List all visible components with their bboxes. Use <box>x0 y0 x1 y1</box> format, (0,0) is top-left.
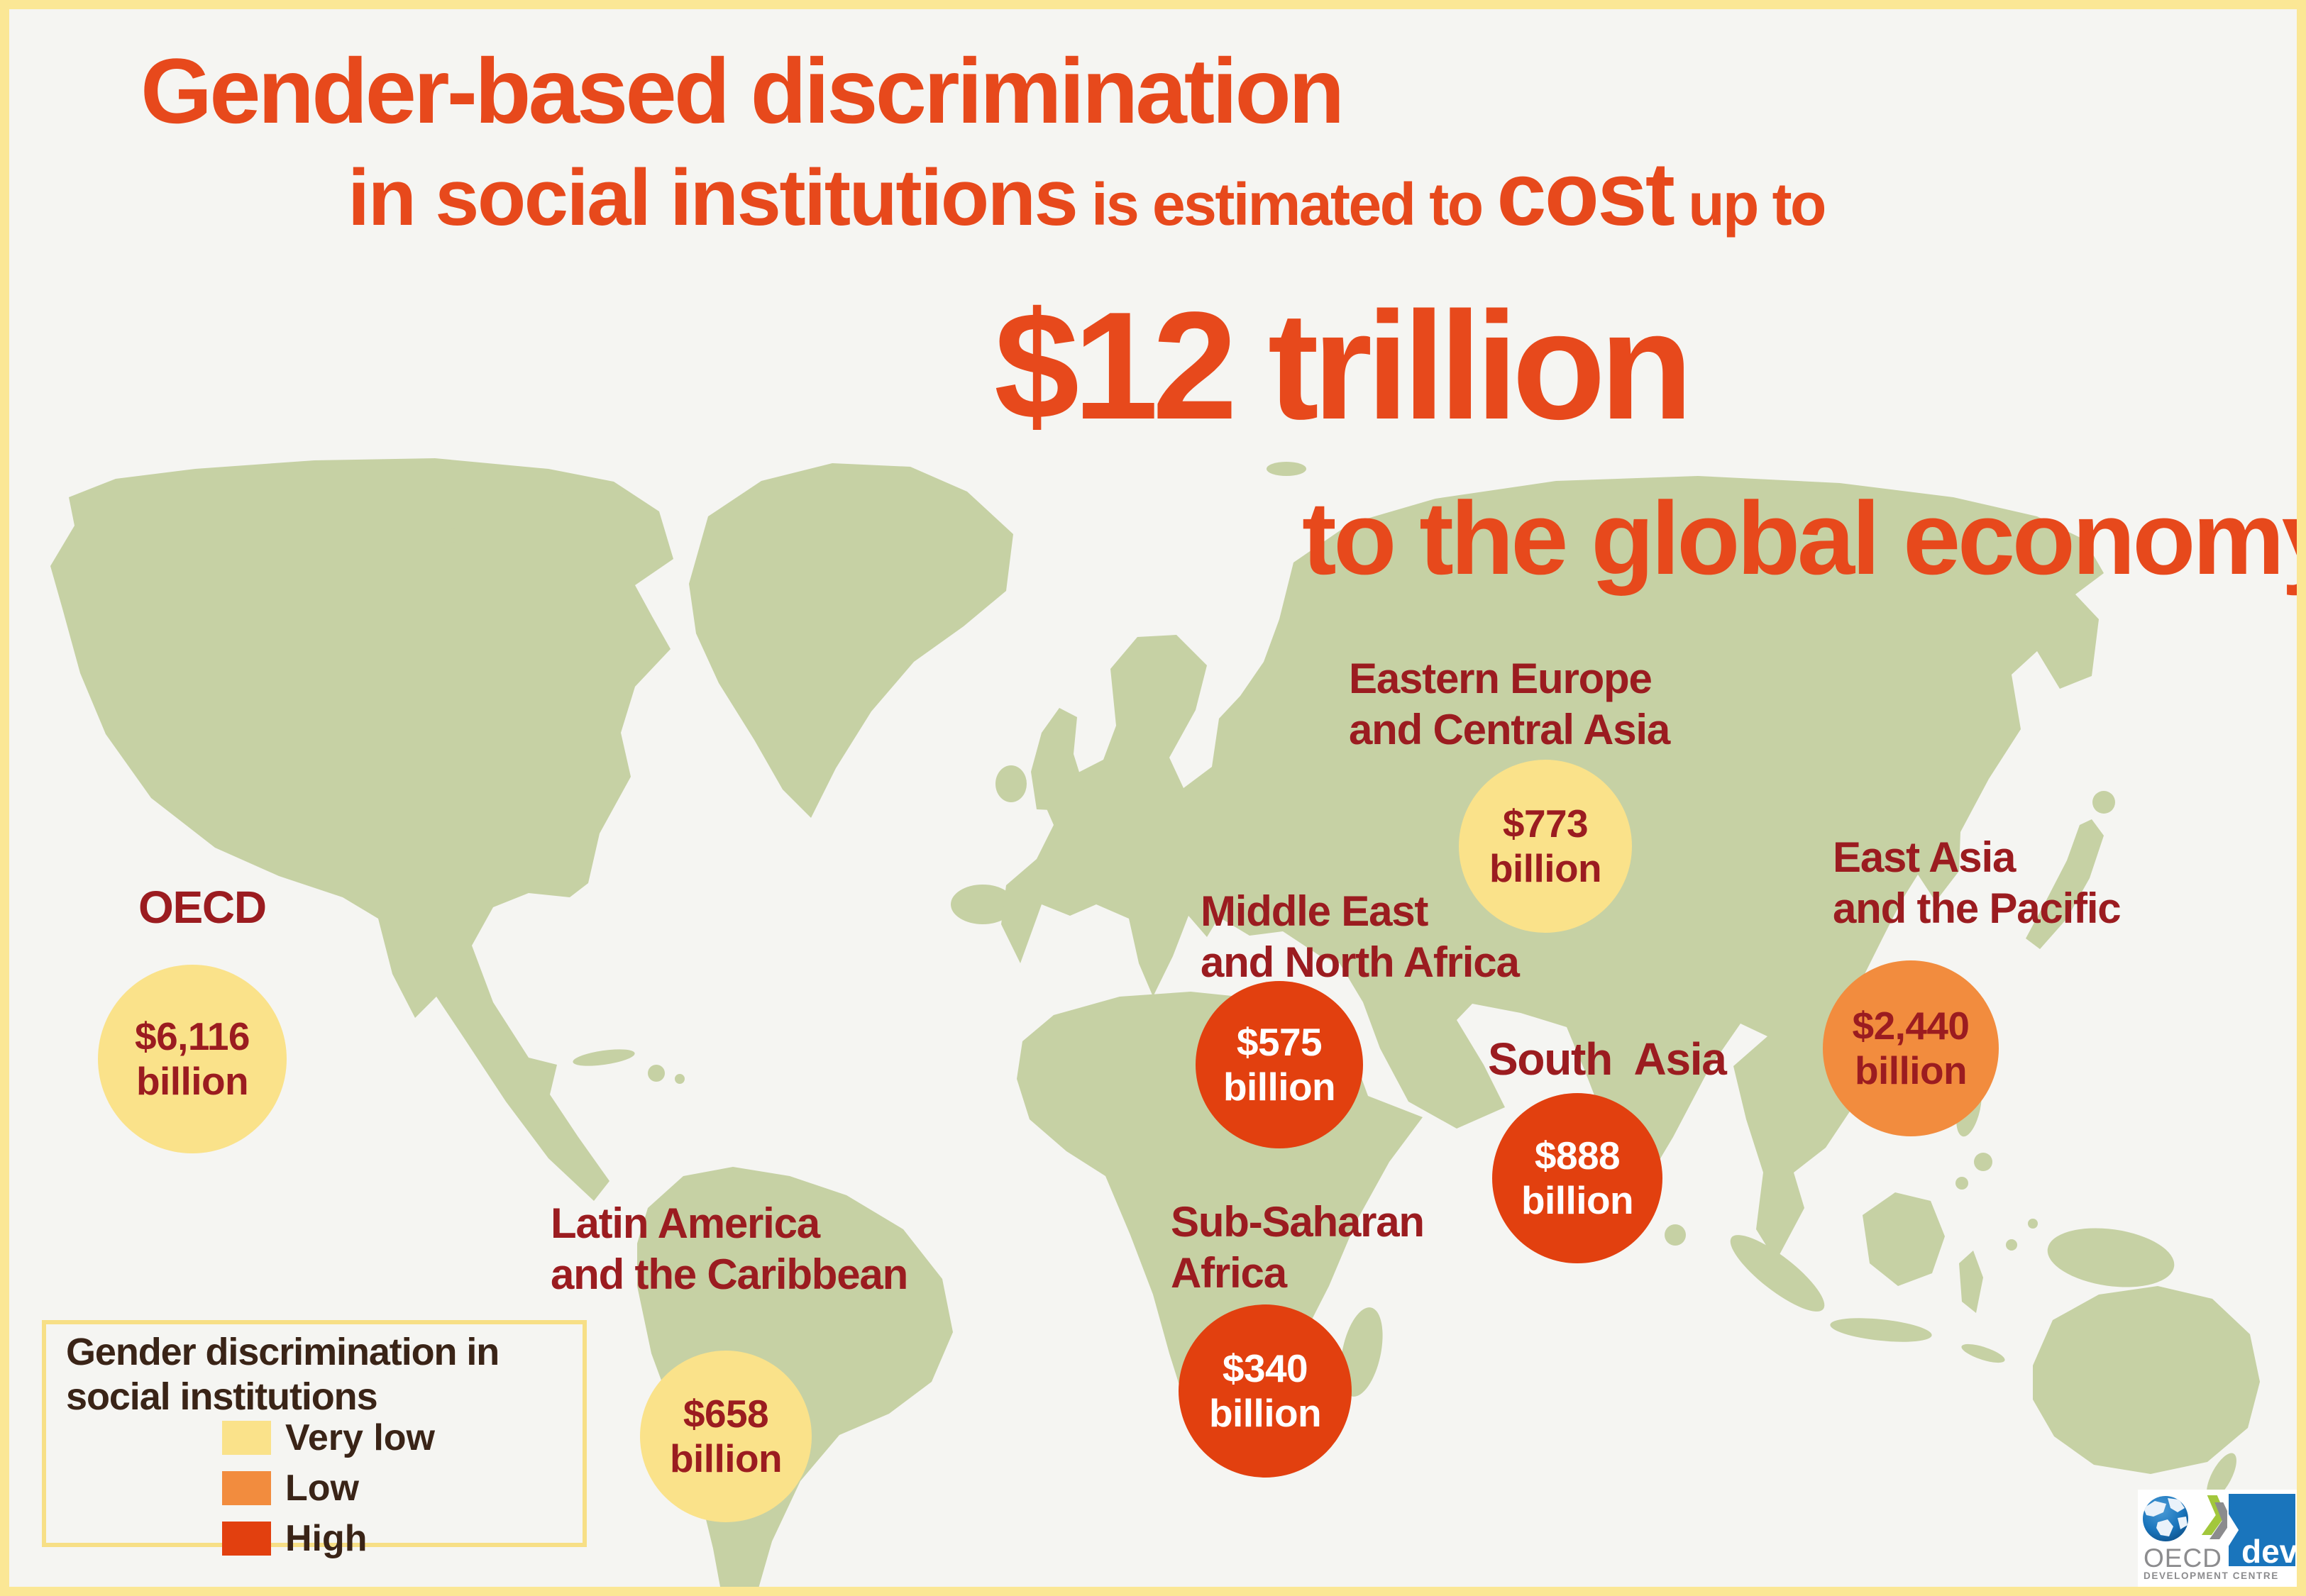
development-centre-caption: DEVELOPMENT CENTRE <box>2144 1570 2279 1581</box>
headline-line2-emphasis1: in social institutions <box>348 153 1078 242</box>
philippines-island <box>1974 1153 1992 1171</box>
borneo-island <box>1863 1192 1945 1286</box>
region-label-oecd: OECD <box>138 882 267 933</box>
java-island <box>1830 1318 1932 1342</box>
bubble-unit: billion <box>136 1059 249 1103</box>
bubble-value: $575 <box>1236 1019 1323 1064</box>
headline-line2-text2: up to <box>1688 171 1826 238</box>
greenland-landmass <box>689 463 1013 818</box>
madagascar-landmass <box>1340 1307 1383 1397</box>
low-swatch <box>222 1471 271 1505</box>
bubble-value: $658 <box>683 1391 769 1436</box>
uk-landmass <box>1031 708 1084 811</box>
region-label-latin-america: Latin America and the Caribbean <box>551 1199 908 1298</box>
oecd-globe-chevrons-icon <box>2143 1495 2227 1541</box>
region-label-south-asia: South Asia <box>1488 1033 1727 1085</box>
arctic-island <box>453 498 502 516</box>
legend-item-label: High <box>285 1518 368 1559</box>
region-label-middle-east-north-africa: Middle East and North Africa <box>1201 887 1520 986</box>
bubble-unit: billion <box>1521 1178 1634 1222</box>
legend-item-high: High <box>222 1517 435 1560</box>
pacific-island <box>2006 1239 2017 1251</box>
value-bubble-middle-east-north-africa: $575 billion <box>1196 981 1363 1148</box>
ireland-landmass <box>995 765 1027 802</box>
headline-amount: $12 trillion <box>994 279 1693 451</box>
oecd-dev-centre-logo: dev OECD DEVELOPMENT CENTRE <box>2138 1490 2297 1587</box>
legend-box: Gender discrimination in social instituti… <box>42 1320 587 1559</box>
arctic-island <box>373 480 441 503</box>
dev-box: dev <box>2229 1494 2295 1566</box>
legend-title: Gender discrimination in social instituti… <box>66 1331 500 1418</box>
headline-line2-emphasis2: cost <box>1496 144 1675 244</box>
value-bubble-oecd: $6,116 billion <box>98 965 287 1153</box>
svalbard-island <box>1267 462 1306 476</box>
sumatra-island <box>1730 1235 1825 1312</box>
hokkaido-island <box>2092 791 2115 814</box>
bubble-value: $773 <box>1502 801 1589 846</box>
iceland-landmass <box>951 885 1015 924</box>
new-zealand-north-island <box>2207 1453 2236 1500</box>
bubble-unit: billion <box>1223 1065 1336 1109</box>
bubble-value: $2,440 <box>1852 1003 1970 1048</box>
north-america-landmass <box>50 458 673 1201</box>
region-label-east-asia-pacific: East Asia and the Pacific <box>1833 833 2122 932</box>
dev-wordmark: dev <box>2241 1532 2298 1570</box>
region-label-sub-saharan-africa: Sub-Saharan Africa <box>1171 1198 1425 1297</box>
new-guinea-island <box>2047 1228 2175 1287</box>
headline-line3: to the global economy <box>1302 480 2306 596</box>
value-bubble-eastern-europe-central-asia: $773 billion <box>1459 760 1632 933</box>
bubble-unit: billion <box>1489 846 1602 890</box>
oecd-chevron-gray <box>2210 1502 2227 1539</box>
sri-lanka-island <box>1665 1224 1686 1246</box>
bubble-unit: billion <box>669 1436 783 1480</box>
bubble-unit: billion <box>1208 1391 1322 1435</box>
legend-item-very-low: Very low <box>222 1417 435 1459</box>
bubble-unit: billion <box>1854 1048 1968 1092</box>
philippines-island <box>1955 1177 1968 1190</box>
value-bubble-latin-america: $658 billion <box>640 1351 812 1522</box>
bubble-value: $6,116 <box>135 1014 250 1058</box>
value-bubble-south-asia: $888 billion <box>1492 1093 1662 1263</box>
japan-landmass <box>2026 819 2104 949</box>
value-bubble-sub-saharan-africa: $340 billion <box>1179 1304 1352 1478</box>
pacific-island <box>2028 1219 2038 1229</box>
headline-line2-text1: is estimated to <box>1091 171 1484 238</box>
high-swatch <box>222 1522 271 1556</box>
oecd-wordmark: OECD <box>2144 1544 2222 1573</box>
value-bubble-east-asia-pacific: $2,440 billion <box>1823 960 1999 1136</box>
bubble-value: $340 <box>1222 1346 1308 1390</box>
legend-item-low: Low <box>222 1467 435 1509</box>
arctic-island <box>525 491 565 506</box>
australia-landmass <box>2033 1286 2260 1474</box>
headline-line1: Gender-based discrimination <box>140 39 1345 143</box>
timor-island <box>1961 1343 2005 1363</box>
legend-item-label: Very low <box>285 1417 435 1458</box>
caribbean-island <box>675 1074 685 1084</box>
hispaniola-landmass <box>648 1065 665 1082</box>
very-low-swatch <box>222 1421 271 1455</box>
legend-item-label: Low <box>285 1468 359 1509</box>
cuba-landmass <box>573 1049 635 1066</box>
bubble-value: $888 <box>1534 1133 1621 1177</box>
sulawesi-island <box>1959 1251 1983 1313</box>
region-label-eastern-europe-central-asia: Eastern Europe and Central Asia <box>1349 655 1670 753</box>
arctic-island <box>431 528 468 543</box>
headline-line2: in social institutions is estimated to c… <box>348 143 1826 245</box>
legend-items: Very low Low High <box>222 1417 435 1560</box>
